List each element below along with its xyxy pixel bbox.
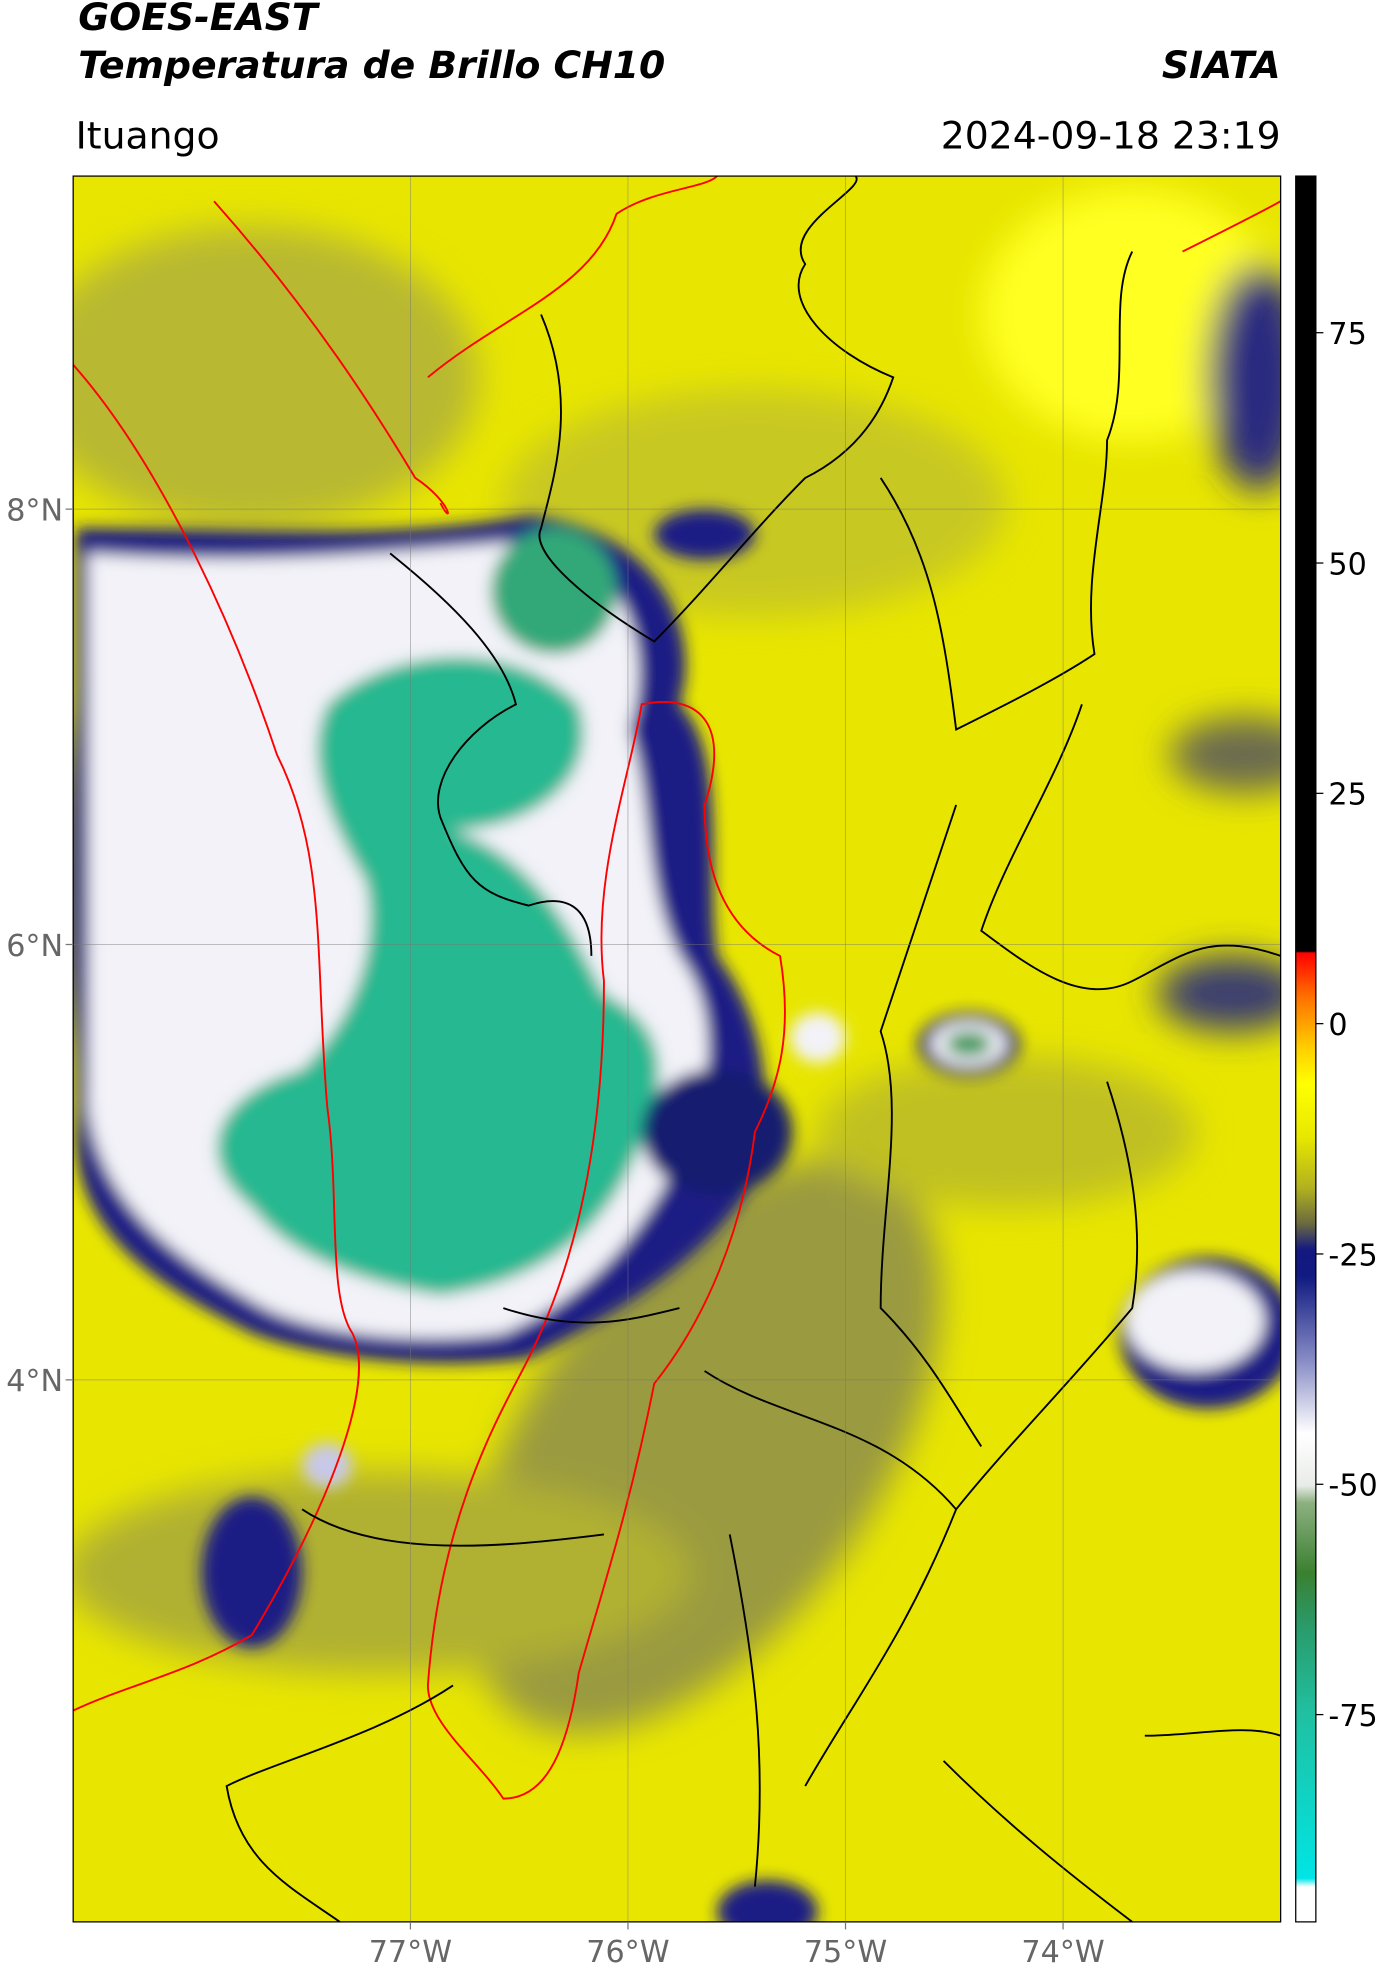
lon-tick-label: 76°W [586, 1935, 669, 1970]
source: SIATA [1162, 43, 1281, 87]
lat-tick-label: 8°N [6, 493, 63, 528]
lon-tick-label: 74°W [1021, 1935, 1104, 1970]
satellite-image [73, 176, 1281, 1922]
region: Ituango [76, 113, 220, 157]
subtitle: Temperatura de Brillo CH10 [78, 43, 665, 87]
grid [73, 176, 1281, 1922]
title: GOES-EAST [78, 0, 321, 39]
map-frame [72, 175, 1282, 1923]
colorbar-tick-label: 25 [1328, 778, 1366, 813]
datetime: 2024-09-18 23:19 [941, 113, 1281, 157]
colorbar-tick-label: 50 [1328, 547, 1366, 582]
lon-tick-label: 77°W [369, 1935, 452, 1970]
lat-tick-label: 4°N [6, 1364, 63, 1399]
lat-tick-label: 6°N [6, 929, 63, 964]
colorbar-tick-label: 0 [1328, 1008, 1347, 1043]
lon-tick-label: 75°W [804, 1935, 887, 1970]
colorbar-tick-label: -75 [1328, 1699, 1377, 1734]
colorbar [1295, 175, 1317, 1923]
colorbar-tick-label: 75 [1328, 317, 1366, 352]
colorbar-tick-label: -25 [1328, 1238, 1377, 1273]
colorbar-tick-label: -50 [1328, 1469, 1377, 1504]
